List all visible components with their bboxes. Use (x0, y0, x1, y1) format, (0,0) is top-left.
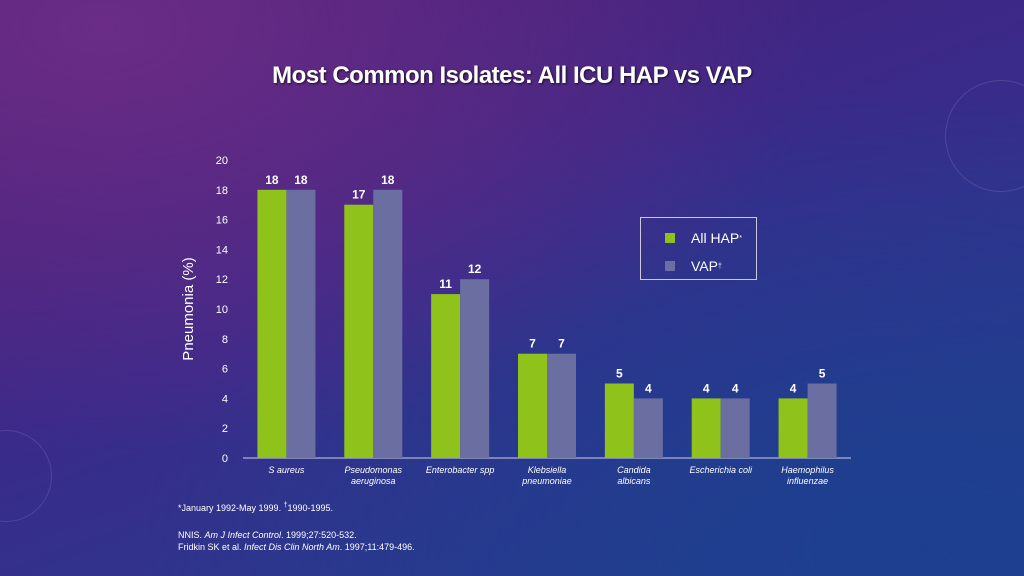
page-title: Most Common Isolates: All ICU HAP vs VAP (272, 62, 752, 89)
footnote-text-2: 1990-1995. (287, 503, 334, 513)
y-tick-label: 8 (222, 334, 228, 346)
y-tick-label: 12 (216, 274, 228, 286)
legend-swatch-vap (665, 261, 675, 271)
bar-vap (286, 189, 316, 459)
x-tick-label: Candida (617, 465, 651, 475)
reference-2: Fridkin SK et al. Infect Dis Clin North … (178, 542, 415, 552)
ref-author: NNIS. (178, 530, 205, 540)
ref-citation: . 1999;27:520-532. (281, 530, 357, 540)
bar-hap (604, 383, 634, 458)
y-tick-label: 18 (216, 185, 228, 197)
bar-vap (547, 353, 576, 458)
data-label: 4 (732, 381, 739, 395)
legend-label-vap: VAP (691, 258, 718, 274)
reference-1: NNIS. Am J Infect Control. 1999;27:520-5… (178, 530, 357, 540)
data-label: 7 (558, 337, 565, 351)
legend-item-vap: VAP † (665, 258, 722, 274)
x-tick-label: aeruginosa (351, 476, 396, 486)
bar-hap (691, 398, 721, 458)
legend-sup-hap: * (739, 234, 742, 242)
bar-vap (633, 398, 663, 458)
y-tick-label: 14 (216, 244, 228, 256)
ref-author: Fridkin SK et al. (178, 542, 245, 552)
y-tick-label: 10 (216, 304, 228, 316)
footnote-sup: † (283, 502, 288, 509)
ref-citation: . 1997;11:479-496. (339, 542, 415, 552)
x-tick-label: Haemophilus (781, 465, 834, 475)
bar-vap (373, 189, 403, 459)
x-tick-label: Pseudomonas (345, 465, 403, 475)
x-tick-label: Escherichia coli (689, 465, 753, 475)
data-label: 18 (265, 173, 279, 187)
bar-hap (344, 204, 374, 458)
y-tick-label: 0 (222, 453, 228, 465)
legend-sup-vap: † (717, 262, 722, 270)
bar-hap (431, 294, 461, 458)
y-tick-label: 2 (222, 423, 228, 435)
data-label: 18 (294, 173, 308, 187)
x-tick-label: pneumoniae (521, 476, 572, 486)
ref-journal: Am J Infect Control (204, 530, 282, 540)
x-tick-label: S aureus (268, 465, 305, 475)
x-tick-label: Klebsiella (528, 465, 567, 475)
chart-legend: All HAP * VAP † (640, 217, 757, 280)
data-label: 12 (468, 262, 482, 276)
bar-vap (807, 383, 837, 458)
x-tick-label: influenzae (787, 476, 828, 486)
bar-vap (460, 279, 490, 458)
y-tick-label: 20 (216, 155, 228, 167)
data-label: 7 (529, 337, 536, 351)
data-label: 5 (819, 367, 826, 381)
bar-vap (720, 398, 750, 458)
footnote: *January 1992-May 1999. †1990-1995. (178, 502, 333, 513)
legend-swatch-hap (665, 233, 675, 243)
bar-hap (778, 398, 808, 458)
y-axis-label: Pneumonia (%) (180, 257, 197, 360)
data-label: 4 (645, 381, 652, 395)
y-tick-label: 6 (222, 364, 228, 376)
ref-journal: Infect Dis Clin North Am (244, 542, 340, 552)
data-label: 11 (439, 277, 452, 291)
footnote-text: *January 1992-May 1999. (178, 503, 284, 513)
y-tick-label: 4 (222, 393, 228, 405)
x-tick-label: Enterobacter spp (426, 465, 495, 475)
legend-label-hap: All HAP (691, 230, 740, 246)
data-label: 5 (616, 367, 623, 381)
data-label: 4 (790, 381, 797, 395)
bar-hap (257, 189, 287, 459)
data-label: 17 (352, 188, 366, 202)
x-tick-label: albicans (617, 476, 651, 486)
legend-item-hap: All HAP * (665, 230, 742, 246)
data-label: 4 (703, 381, 710, 395)
y-tick-label: 16 (216, 215, 228, 227)
data-label: 18 (381, 173, 395, 187)
bar-hap (518, 353, 547, 458)
